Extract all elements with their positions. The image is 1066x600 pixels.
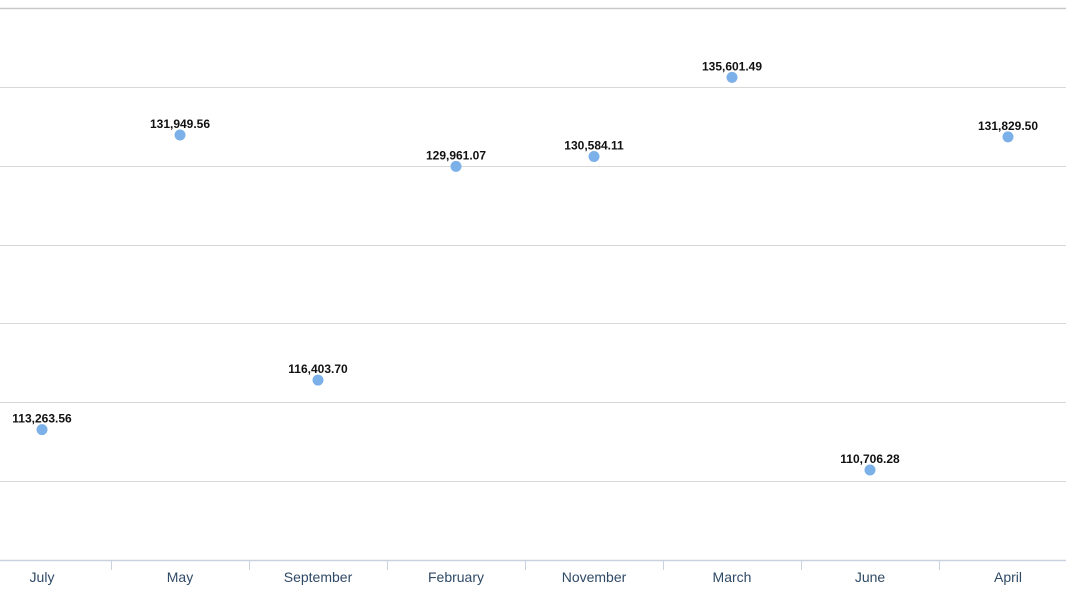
data-point[interactable] xyxy=(726,71,738,83)
x-tick-label: May xyxy=(167,569,193,585)
x-tick-label: March xyxy=(713,569,752,585)
data-label: 135,601.49 xyxy=(702,59,762,73)
data-point[interactable] xyxy=(1002,131,1014,143)
data-point[interactable] xyxy=(312,374,324,386)
data-point[interactable] xyxy=(588,151,600,163)
x-tick-label: September xyxy=(284,569,353,585)
x-tick-label: June xyxy=(855,569,886,585)
x-axis: July May September February November March Jun… xyxy=(0,559,1066,585)
x-tick-label: July xyxy=(30,569,55,585)
data-label: 131,829.50 xyxy=(978,119,1038,133)
data-label: 131,949.56 xyxy=(150,117,210,131)
data-label: 130,584.11 xyxy=(564,139,624,153)
data-labels: 113,263.56 131,949.56 116,403.70 129,961.07… xyxy=(12,59,1038,466)
data-label: 110,706.28 xyxy=(840,452,900,466)
x-tick-label: February xyxy=(428,569,484,585)
x-tick-label: November xyxy=(562,569,627,585)
data-point[interactable] xyxy=(174,129,186,141)
data-point[interactable] xyxy=(450,160,462,172)
grid-lines xyxy=(0,7,1066,482)
data-label: 113,263.56 xyxy=(12,412,72,426)
data-point[interactable] xyxy=(864,464,876,476)
data-point[interactable] xyxy=(36,424,48,436)
x-tick-label: April xyxy=(994,569,1022,585)
data-label: 116,403.70 xyxy=(288,362,348,376)
data-label: 129,961.07 xyxy=(426,148,486,162)
data-points xyxy=(36,71,1014,476)
